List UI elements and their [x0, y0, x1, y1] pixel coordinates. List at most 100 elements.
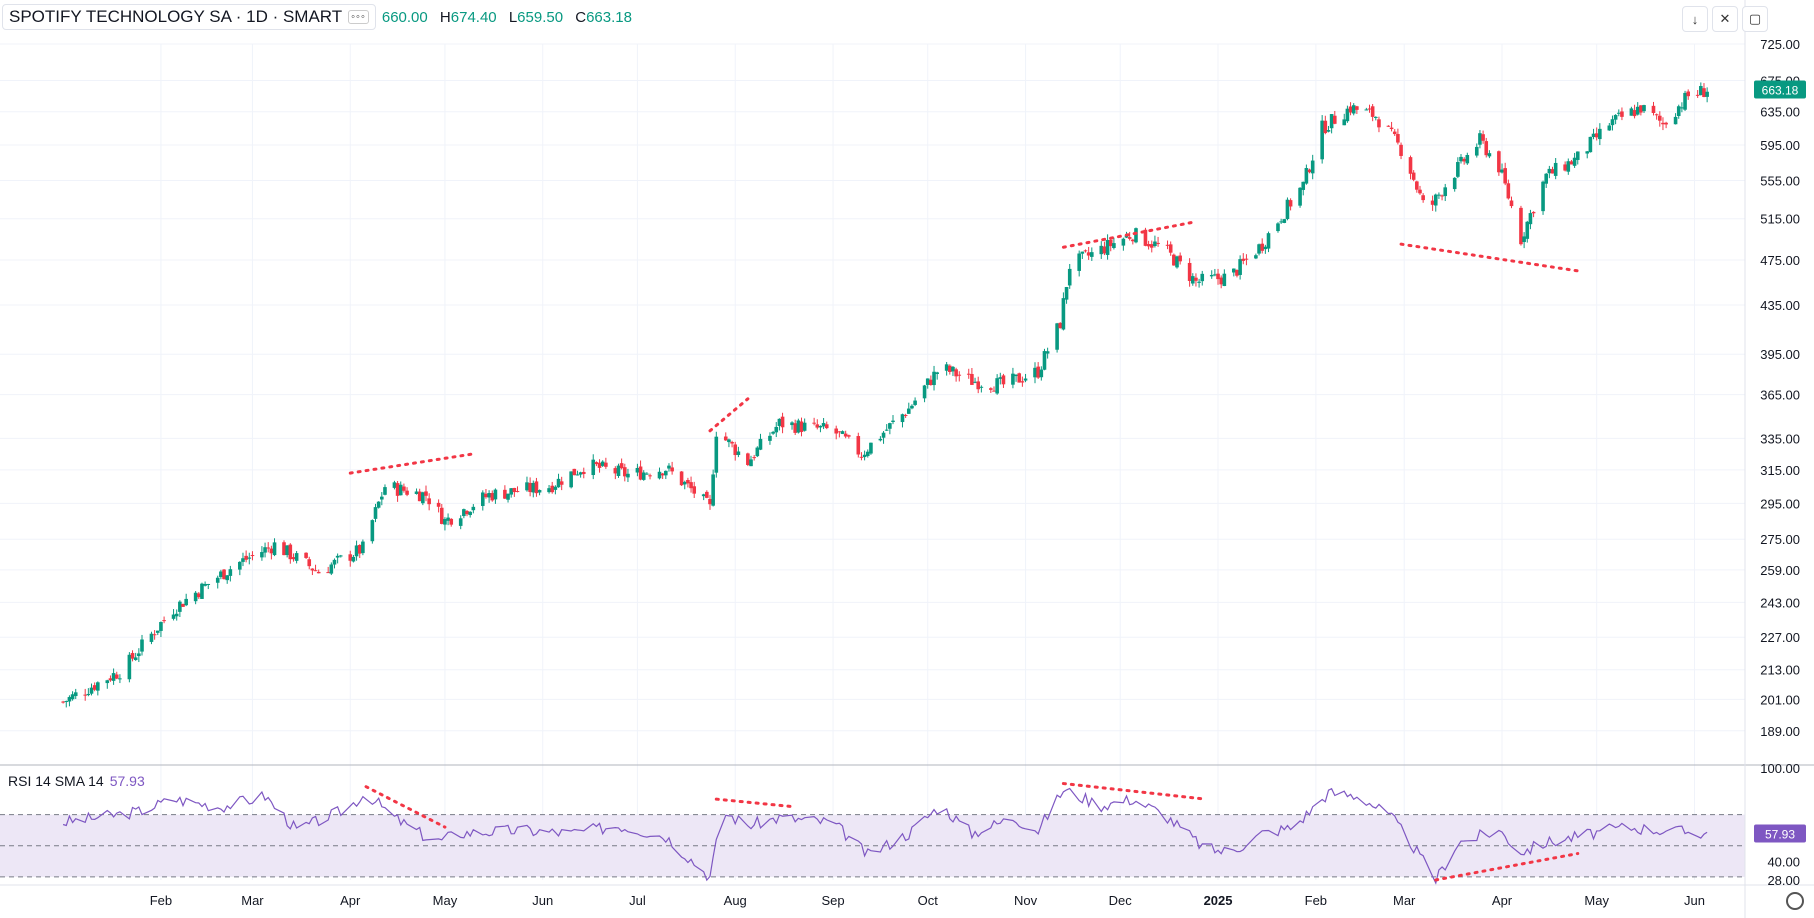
candle-body: [799, 421, 804, 432]
x-tick-label: Jul: [629, 893, 646, 908]
candle-body: [361, 541, 365, 554]
candle-body: [1083, 250, 1088, 252]
candle-body: [83, 694, 87, 696]
price-tick-label: 201.00: [1760, 692, 1800, 707]
candle-body: [1396, 134, 1400, 143]
candle-body: [215, 577, 220, 583]
gear-icon[interactable]: [1786, 892, 1804, 910]
candle-body: [159, 622, 163, 631]
candle-body: [1045, 351, 1050, 354]
candle-body: [1348, 106, 1353, 113]
candle-body: [645, 473, 649, 475]
candle-body: [1686, 91, 1691, 97]
candle-body: [954, 369, 958, 377]
candle-body: [1131, 239, 1135, 242]
candle-body: [714, 436, 719, 473]
candle-body: [310, 568, 315, 571]
candle-body: [689, 482, 693, 489]
candle-body: [449, 518, 454, 525]
candle-body: [263, 547, 267, 553]
candle-body: [1209, 274, 1214, 277]
candle-body: [1061, 298, 1066, 330]
rsi-trendline: [714, 797, 797, 809]
rsi-tick-label: 28.00: [1767, 873, 1800, 888]
candle-body: [1282, 219, 1287, 223]
candle-body: [244, 555, 248, 560]
candle-body: [948, 365, 952, 372]
candle-body: [446, 517, 450, 521]
price-tick-label: 335.00: [1760, 431, 1800, 446]
ohlc-low-key: L: [508, 8, 518, 26]
rsi-polyline: [62, 787, 1708, 885]
rsi-tick-label: 40.00: [1767, 854, 1800, 869]
candle-body: [155, 630, 160, 633]
candle-body: [1575, 151, 1580, 160]
candle-body: [1146, 244, 1151, 247]
candle-body: [1332, 115, 1337, 124]
candle-body: [733, 444, 738, 456]
candle-body: [1235, 270, 1239, 276]
candle-body: [1307, 169, 1312, 173]
candle-body: [1175, 256, 1179, 268]
candle-body: [635, 467, 640, 473]
candle-body: [1219, 277, 1223, 285]
candle-body: [619, 463, 624, 469]
collapse-icon[interactable]: ✕: [1712, 6, 1738, 32]
price-tick-label: 435.00: [1760, 298, 1800, 313]
candle-body: [1260, 243, 1265, 251]
x-tick-label: Aug: [724, 893, 747, 908]
candle-body: [1172, 254, 1176, 266]
candle-body: [1408, 157, 1413, 174]
candle-body: [648, 475, 652, 477]
candle-body: [1266, 233, 1271, 249]
price-tick-label: 365.00: [1760, 388, 1800, 403]
candle-body: [998, 377, 1003, 379]
candle-body: [1168, 244, 1173, 253]
symbol-title: SPOTIFY TECHNOLOGY SA · 1D · SMART: [9, 7, 343, 26]
candle-body: [1298, 187, 1302, 206]
candle-body: [1683, 92, 1687, 110]
candle-body: [641, 472, 646, 480]
candle-body: [228, 569, 233, 576]
price-tick-label: 213.00: [1760, 663, 1800, 678]
candle-body: [1541, 181, 1545, 212]
candle-body: [1421, 195, 1425, 201]
candle-body: [891, 420, 895, 422]
candle-body: [1392, 131, 1397, 135]
maximize-icon[interactable]: ▢: [1742, 6, 1768, 32]
candle-body: [1399, 144, 1403, 156]
candle-body: [1067, 268, 1072, 286]
candle-body: [847, 435, 851, 437]
candle-body: [528, 482, 532, 493]
candle-body: [1301, 181, 1306, 190]
x-tick-label: May: [433, 893, 458, 908]
arrow-down-icon[interactable]: ↓: [1682, 6, 1708, 32]
candle-body: [913, 400, 917, 405]
ohlc-high-key: H: [439, 8, 451, 26]
candle-body: [1112, 243, 1116, 249]
candle-body: [951, 366, 955, 372]
x-tick-label: Nov: [1014, 893, 1038, 908]
candle-body: [777, 418, 782, 426]
dots-icon[interactable]: ◦◦◦: [348, 10, 369, 24]
candle-body: [1462, 158, 1466, 162]
candle-body: [711, 474, 715, 506]
candle-body: [1017, 373, 1022, 383]
candle-body: [1676, 106, 1681, 117]
candle-body: [348, 554, 353, 561]
rsi-value-label: 57.93: [1765, 827, 1795, 841]
candle-body: [1323, 120, 1328, 134]
candle-body: [468, 511, 472, 516]
candle-body: [509, 488, 513, 495]
candle-body: [1661, 122, 1665, 125]
candle-body: [73, 692, 78, 697]
candle-body: [1080, 251, 1085, 254]
price-tick-label: 475.00: [1760, 253, 1800, 268]
candle-body: [313, 570, 318, 572]
candle-body: [616, 465, 621, 476]
candle-body: [1613, 114, 1618, 120]
candle-body: [1304, 168, 1309, 184]
candle-body: [184, 598, 188, 606]
symbol-box[interactable]: SPOTIFY TECHNOLOGY SA · 1D · SMART ◦◦◦: [2, 4, 376, 30]
